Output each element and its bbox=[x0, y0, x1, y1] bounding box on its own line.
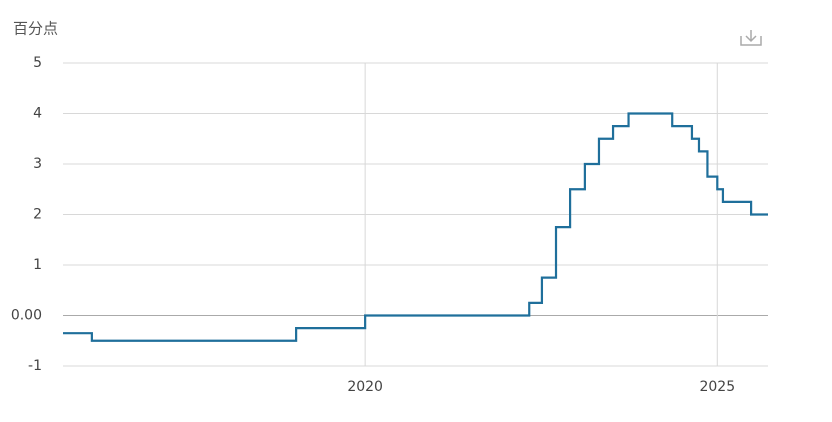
download-button[interactable] bbox=[740, 30, 762, 46]
y-tick-label: 0.00 bbox=[11, 308, 42, 324]
y-tick-label: 4 bbox=[33, 106, 42, 122]
x-tick-label: 2020 bbox=[347, 379, 383, 395]
step-line bbox=[63, 112, 768, 342]
y-tick-label: 1 bbox=[33, 257, 42, 273]
y-tick-label: 5 bbox=[33, 55, 42, 71]
x-tick-label: 2025 bbox=[699, 379, 735, 395]
y-tick-label: 2 bbox=[33, 207, 42, 223]
y-tick-label: 3 bbox=[33, 156, 42, 172]
y-tick-label: -1 bbox=[28, 358, 42, 374]
y-axis-label: 百分点 bbox=[13, 20, 58, 38]
